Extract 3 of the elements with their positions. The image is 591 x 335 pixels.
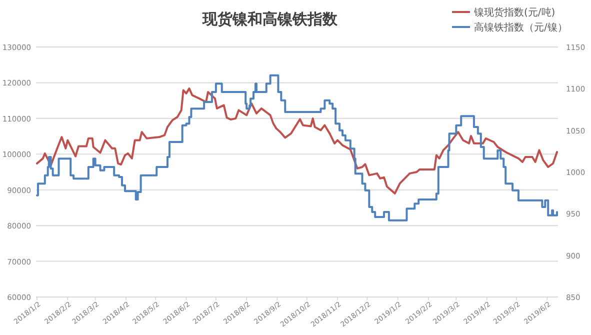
legend-label: 镍现货指数(元/吨) bbox=[473, 6, 556, 18]
legend-label: 高镍铁指数（元/镍） bbox=[474, 22, 568, 34]
chart-title: 现货镍和高镍铁指数 bbox=[202, 10, 338, 28]
